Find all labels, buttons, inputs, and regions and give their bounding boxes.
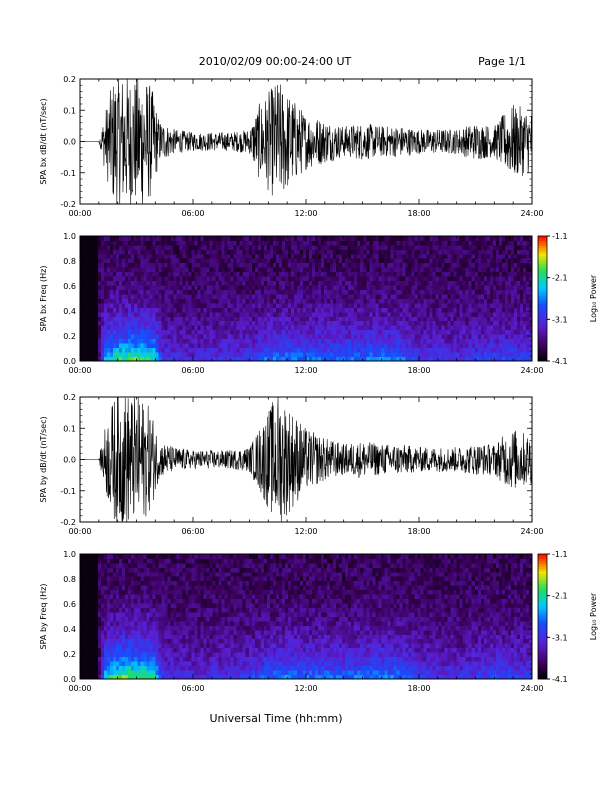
- y-tick-label: 0.2: [63, 650, 76, 659]
- plot-area: [80, 397, 532, 522]
- figure-title: 2010/02/09 00:00-24:00 UT: [199, 55, 352, 68]
- y-axis-label: SPA by dB/dt (nT/sec): [39, 416, 48, 502]
- colorbar-tick-label: -3.1: [552, 633, 568, 642]
- y-tick-label: 0.8: [63, 575, 76, 584]
- signal-trace: [80, 397, 532, 522]
- x-tick-label: 06:00: [181, 209, 204, 218]
- y-tick-label: 0.0: [63, 357, 76, 366]
- y-axis-label: SPA by Freq (Hz): [39, 584, 48, 650]
- x-tick-label: 12:00: [294, 366, 317, 375]
- x-axis-label: Universal Time (hh:mm): [210, 712, 343, 725]
- colorbar-tick-label: -3.1: [552, 315, 568, 324]
- x-tick-label: 24:00: [520, 684, 543, 693]
- y-tick-label: 0.6: [63, 600, 76, 609]
- x-tick-label: 00:00: [68, 366, 91, 375]
- colorbar-title: Log₁₀ Power: [589, 592, 598, 640]
- colorbar-tick-label: -2.1: [552, 592, 568, 601]
- plot-area: [80, 79, 532, 204]
- x-tick-label: 18:00: [407, 684, 430, 693]
- x-tick-label: 06:00: [181, 684, 204, 693]
- y-tick-label: -0.2: [60, 200, 76, 209]
- plot-area: [80, 236, 532, 361]
- colorbar-tick-label: -2.1: [552, 274, 568, 283]
- y-tick-label: 0.1: [63, 424, 76, 433]
- colorbar-tick-label: -1.1: [552, 232, 568, 241]
- x-tick-label: 24:00: [520, 209, 543, 218]
- x-tick-label: 18:00: [407, 209, 430, 218]
- x-tick-label: 00:00: [68, 684, 91, 693]
- x-tick-label: 12:00: [294, 684, 317, 693]
- y-tick-label: 0.0: [63, 138, 76, 147]
- x-tick-label: 24:00: [520, 366, 543, 375]
- y-tick-label: 0.2: [63, 332, 76, 341]
- y-tick-label: -0.1: [60, 169, 76, 178]
- x-tick-label: 12:00: [294, 527, 317, 536]
- spectrogram-cells: [80, 554, 532, 679]
- plot-frame: [80, 397, 532, 522]
- x-tick-label: 18:00: [407, 527, 430, 536]
- x-tick-label: 24:00: [520, 527, 543, 536]
- y-tick-label: 0.0: [63, 456, 76, 465]
- plot-area: [80, 554, 532, 679]
- x-tick-label: 00:00: [68, 527, 91, 536]
- panel-1: 00:00 06:00 12:00 18:00 24:00 0.2 0.1 0.0 -0.1 -0…: [39, 75, 544, 218]
- y-tick-label: 0.4: [63, 307, 76, 316]
- x-tick-label: 12:00: [294, 209, 317, 218]
- colorbar: -1.1 -2.1 -3.1 -4.1 Log₁₀ Power: [538, 232, 598, 366]
- y-tick-label: -0.1: [60, 487, 76, 496]
- x-tick-label: 06:00: [181, 366, 204, 375]
- panel-2: -1.1 -2.1 -3.1 -4.1 Log₁₀ Power 00:00 06:00 12:…: [39, 232, 598, 375]
- y-tick-label: 0.4: [63, 625, 76, 634]
- y-axis-label: SPA bx Freq (Hz): [39, 266, 48, 332]
- y-tick-label: 0.2: [63, 393, 76, 402]
- y-tick-label: 0.2: [63, 75, 76, 84]
- y-tick-label: 1.0: [63, 232, 76, 241]
- page-indicator: Page 1/1: [478, 55, 526, 68]
- spectrogram-cells: [80, 236, 532, 361]
- x-tick-label: 00:00: [68, 209, 91, 218]
- signal-trace: [80, 79, 532, 204]
- panel-3: 00:00 06:00 12:00 18:00 24:00 0.2 0.1 0.0 -0.1 -0…: [39, 393, 544, 536]
- x-tick-label: 18:00: [407, 366, 430, 375]
- colorbar-tick-label: -1.1: [552, 550, 568, 559]
- colorbar: -1.1 -2.1 -3.1 -4.1 Log₁₀ Power: [538, 550, 598, 684]
- colorbar-title: Log₁₀ Power: [589, 274, 598, 322]
- panels-group: 00:00 06:00 12:00 18:00 24:00 0.2 0.1 0.0 -0.1 -0…: [39, 75, 598, 693]
- x-tick-label: 06:00: [181, 527, 204, 536]
- colorbar-tick-label: -4.1: [552, 675, 568, 684]
- y-tick-label: 0.0: [63, 675, 76, 684]
- colorbar-tick-label: -4.1: [552, 357, 568, 366]
- y-tick-label: 0.1: [63, 106, 76, 115]
- panel-4: -1.1 -2.1 -3.1 -4.1 Log₁₀ Power 00:00 06:00 12:…: [39, 550, 598, 693]
- y-axis-label: SPA bx dB/dt (nT/sec): [39, 98, 48, 184]
- y-tick-label: -0.2: [60, 518, 76, 527]
- y-tick-label: 1.0: [63, 550, 76, 559]
- y-tick-label: 0.6: [63, 282, 76, 291]
- y-tick-label: 0.8: [63, 257, 76, 266]
